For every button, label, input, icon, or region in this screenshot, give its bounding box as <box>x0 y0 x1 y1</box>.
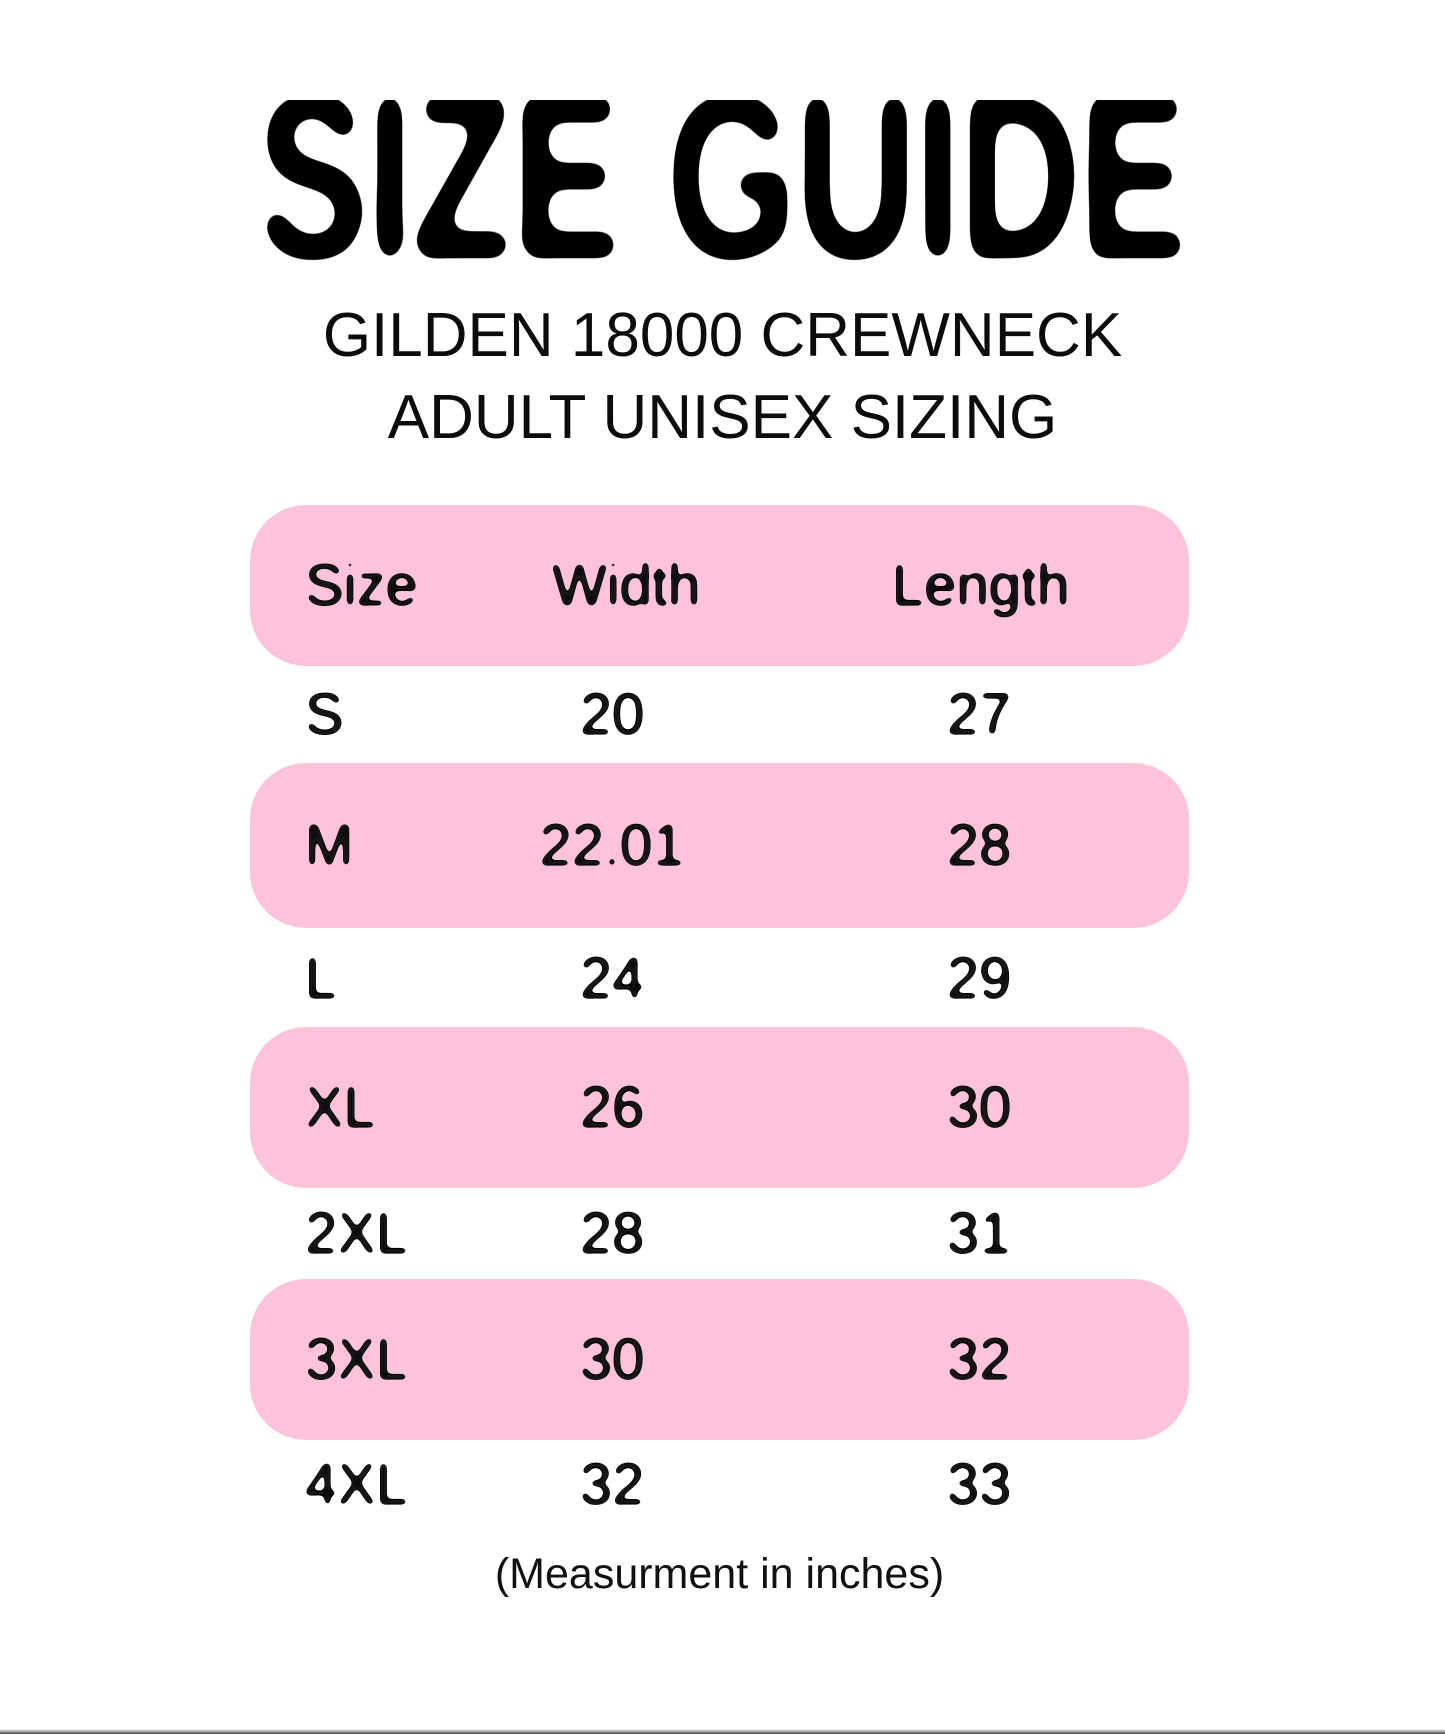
svg-text:SIZE GUIDE: SIZE GUIDE <box>256 100 1188 309</box>
